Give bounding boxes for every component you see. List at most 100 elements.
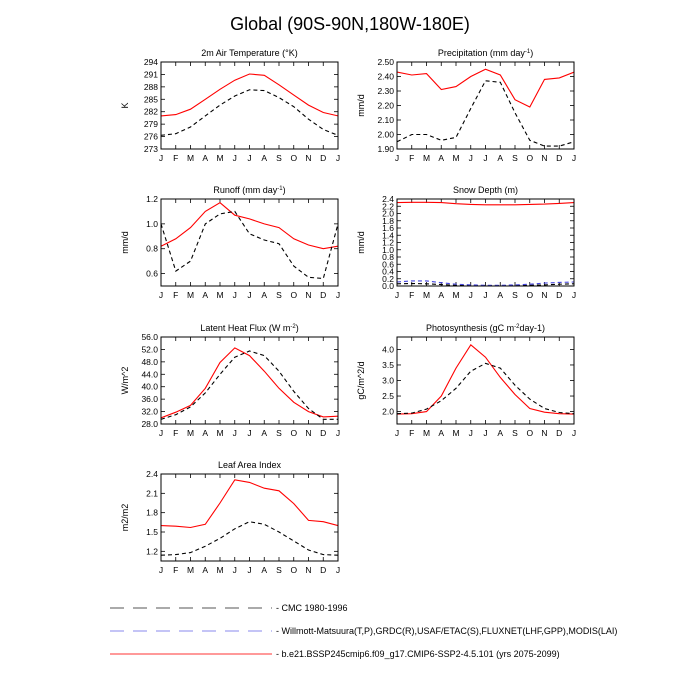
x-tick-label: J: [233, 153, 237, 163]
y-tick-label: 0.6: [382, 259, 394, 269]
x-tick-label: D: [320, 153, 326, 163]
chart-title: Leaf Area Index: [218, 460, 282, 470]
x-tick-label: F: [409, 428, 414, 438]
x-tick-label: D: [320, 428, 326, 438]
y-axis-label: mm/d: [356, 231, 366, 254]
x-tick-label: S: [276, 290, 282, 300]
x-tick-label: J: [483, 290, 487, 300]
x-tick-label: M: [423, 290, 430, 300]
x-tick-label: J: [336, 290, 340, 300]
x-tick-label: J: [395, 428, 399, 438]
plot-frame: [160, 473, 339, 562]
x-tick-label: M: [216, 565, 223, 575]
x-tick-label: J: [159, 428, 163, 438]
x-tick-label: D: [320, 290, 326, 300]
x-tick-label: A: [497, 428, 503, 438]
y-tick-label: 28.0: [141, 419, 158, 429]
x-tick-label: J: [159, 153, 163, 163]
y-tick-label: 56.0: [141, 332, 158, 342]
y-axis-label: mm/d: [356, 94, 366, 117]
x-tick-label: M: [423, 153, 430, 163]
series-line-fluxnet: [397, 362, 574, 415]
plot-frame: [160, 336, 339, 425]
x-tick-label: A: [202, 428, 208, 438]
x-tick-label: O: [290, 428, 297, 438]
x-tick-label: J: [572, 428, 576, 438]
x-tick-label: J: [247, 565, 251, 575]
x-tick-label: D: [320, 565, 326, 575]
x-tick-label: S: [512, 428, 518, 438]
y-tick-label: 32.0: [141, 407, 158, 417]
chart-title: 2m Air Temperature (°K): [201, 48, 297, 58]
x-tick-label: J: [336, 428, 340, 438]
x-tick-label: F: [173, 565, 178, 575]
series-line-model: [161, 202, 338, 250]
y-tick-label: 4.0: [382, 344, 394, 354]
x-tick-label: J: [233, 428, 237, 438]
y-tick-label: 2.10: [377, 115, 394, 125]
y-tick-label: 0.8: [382, 252, 394, 262]
series-line-model: [397, 343, 574, 415]
x-tick-label: M: [216, 290, 223, 300]
y-tick-label: 0.4: [382, 267, 394, 277]
series-line-model: [397, 201, 574, 206]
x-tick-label: J: [247, 290, 251, 300]
x-tick-label: M: [187, 153, 194, 163]
chart-panel-3: Runoff (mm day-1)mm/d0.60.81.01.2J F M A M J J…: [120, 185, 340, 300]
y-tick-label: 2.40: [377, 72, 394, 82]
legend-item-3: - b.e21.BSSP245cmip6.f09_g17.CMIP6-SSP2-…: [110, 649, 560, 659]
x-tick-label: J: [233, 565, 237, 575]
y-tick-label: 1.90: [377, 144, 394, 154]
x-tick-label: S: [512, 153, 518, 163]
chart-panel-1: 2m Air Temperature (°K) K 273 276 279 282 285 2…: [120, 48, 340, 163]
legend-label: - Willmott-Matsuura(T,P),GRDC(R),USAF/ET…: [276, 626, 617, 636]
x-tick-label: A: [261, 428, 267, 438]
y-tick-label: 52.0: [141, 344, 158, 354]
series-line-model: [161, 479, 338, 529]
chart-title: Snow Depth (m): [453, 185, 518, 195]
y-tick-label: 2.4: [146, 469, 158, 479]
legend-label: - CMC 1980-1996: [276, 603, 348, 613]
y-tick-label: 1.2: [382, 238, 394, 248]
x-tick-label: N: [305, 290, 311, 300]
legend-item-2: - Willmott-Matsuura(T,P),GRDC(R),USAF/ET…: [110, 626, 617, 636]
x-tick-label: D: [556, 153, 562, 163]
chart-title: Photosynthesis (gC m-2day-1): [426, 323, 545, 333]
y-tick-label: 285: [144, 94, 158, 104]
x-tick-label: A: [497, 153, 503, 163]
y-tick-label: 2.5: [382, 391, 394, 401]
y-tick-label: 1.8: [146, 508, 158, 518]
x-tick-label: A: [438, 428, 444, 438]
x-tick-label: J: [395, 153, 399, 163]
x-tick-label: A: [202, 565, 208, 575]
x-tick-label: A: [438, 290, 444, 300]
x-tick-label: M: [216, 428, 223, 438]
x-tick-label: J: [247, 428, 251, 438]
plot-frame: [396, 61, 575, 150]
x-tick-label: J: [469, 428, 473, 438]
chart-panel-5: Latent Heat Flux (W m-2) W/m^2 28.0 32.0 36.…: [120, 323, 340, 438]
plot-frame: [160, 198, 339, 287]
x-tick-label: F: [409, 153, 414, 163]
x-tick-label: D: [556, 428, 562, 438]
series-line-fluxnet: [161, 350, 338, 420]
y-tick-label: 3.0: [382, 376, 394, 386]
x-tick-label: J: [572, 290, 576, 300]
x-tick-label: M: [216, 153, 223, 163]
x-tick-label: N: [305, 153, 311, 163]
x-tick-label: M: [452, 290, 459, 300]
y-tick-label: 291: [144, 69, 158, 79]
chart-title: Latent Heat Flux (W m-2): [200, 323, 298, 333]
x-tick-label: O: [290, 290, 297, 300]
figure-title: Global (90S-90N,180W-180E): [230, 14, 470, 34]
y-tick-label: 2.1: [146, 488, 158, 498]
y-axis-label: K: [120, 102, 130, 108]
y-tick-label: 2.20: [377, 101, 394, 111]
y-tick-label: 279: [144, 119, 158, 129]
x-tick-label: N: [541, 153, 547, 163]
x-tick-label: J: [247, 153, 251, 163]
y-tick-label: 294: [144, 57, 158, 67]
x-tick-label: O: [526, 153, 533, 163]
y-axis-label: mm/d: [120, 231, 130, 254]
